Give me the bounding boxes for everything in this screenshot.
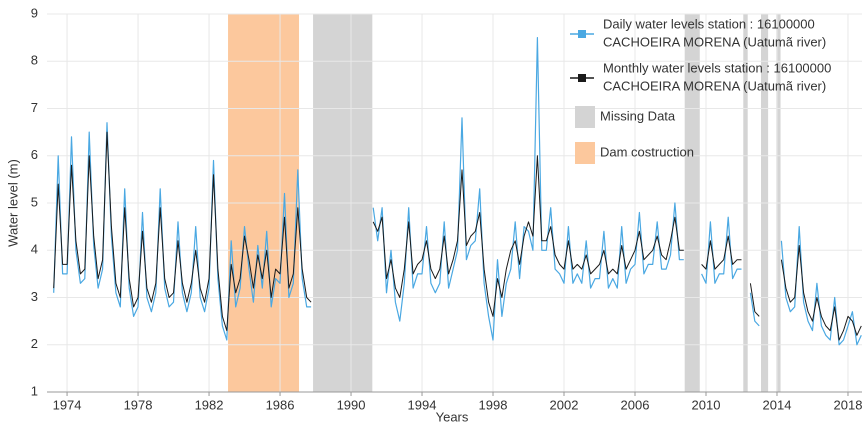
x-tick-label: 2010	[692, 397, 721, 412]
legend-label: Daily water levels station : 16100000	[603, 16, 815, 31]
x-tick-label: 1998	[479, 397, 508, 412]
legend-label: Dam costruction	[600, 144, 694, 159]
legend-marker	[578, 74, 586, 82]
x-tick-label: 1994	[408, 397, 437, 412]
y-tick-label: 7	[31, 100, 38, 115]
y-tick-label: 3	[31, 289, 38, 304]
legend-label: CACHOEIRA MORENA (Uatumã river)	[603, 34, 826, 49]
x-axis-label: Years	[436, 409, 469, 424]
y-tick-label: 8	[31, 53, 38, 68]
x-tick-label: 1974	[53, 397, 82, 412]
y-tick-label: 2	[31, 336, 38, 351]
y-axis-label: Water level (m)	[5, 159, 20, 247]
legend-swatch	[575, 142, 595, 164]
x-tick-label: 1982	[195, 397, 224, 412]
y-tick-label: 1	[31, 383, 38, 398]
x-tick-label: 1986	[266, 397, 295, 412]
y-tick-label: 4	[31, 242, 38, 257]
legend-swatch	[575, 106, 595, 128]
y-tick-label: 6	[31, 147, 38, 162]
series-line	[53, 131, 862, 341]
series-line	[53, 37, 862, 346]
y-tick-label: 5	[31, 194, 38, 209]
y-tick-label: 9	[31, 5, 38, 20]
x-tick-label: 1978	[124, 397, 153, 412]
legend-marker	[578, 30, 586, 38]
legend-label: Missing Data	[600, 108, 676, 123]
x-tick-label: 2014	[763, 397, 792, 412]
x-tick-label: 2002	[550, 397, 579, 412]
x-tick-label: 1990	[337, 397, 366, 412]
legend-label: Monthly water levels station : 16100000	[603, 60, 831, 75]
x-tick-label: 2006	[621, 397, 650, 412]
legend-label: CACHOEIRA MORENA (Uatumã river)	[603, 78, 826, 93]
x-tick-label: 2018	[834, 397, 862, 412]
